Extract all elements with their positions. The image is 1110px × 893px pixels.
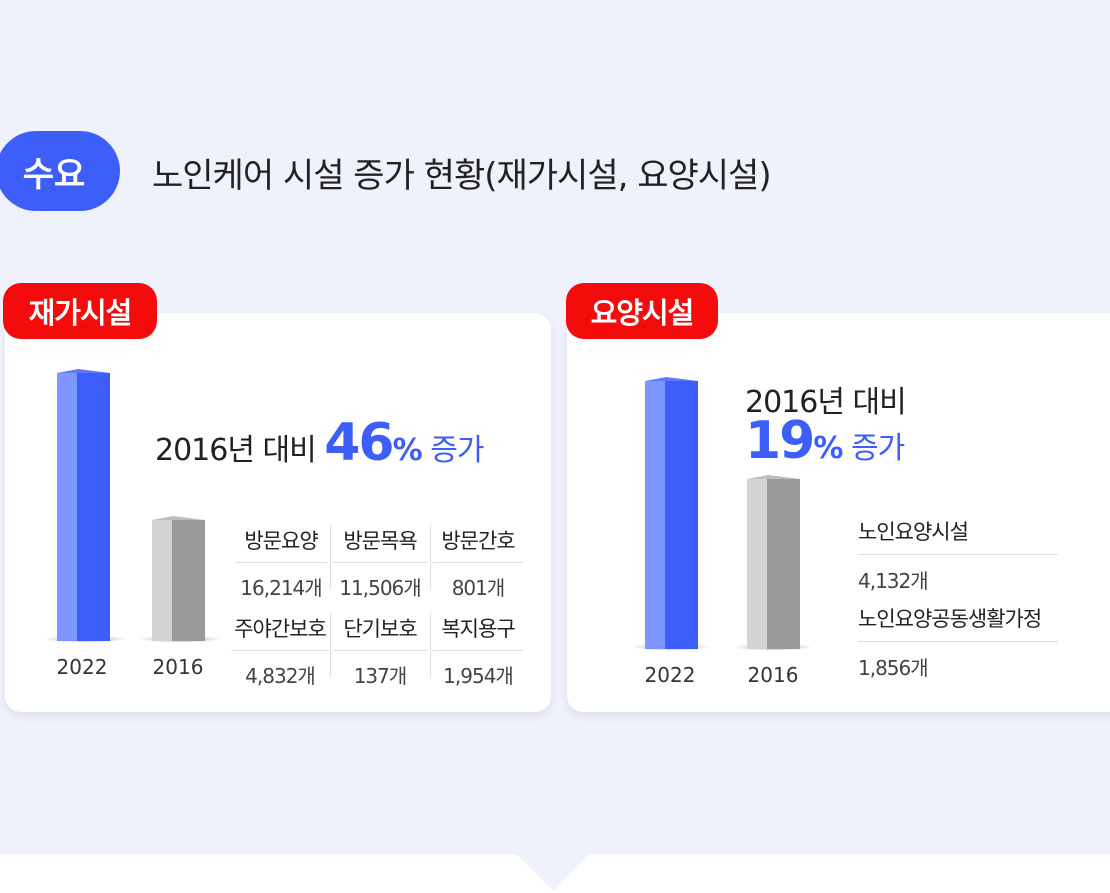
compare-prefix: 2016년 대비 <box>745 385 907 420</box>
page-title: 노인케어 시설 증가 현황(재가시설, 요양시설) <box>152 156 772 196</box>
stat-label: 방문요양 <box>235 525 327 563</box>
stat-value: 4,832개 <box>245 664 316 688</box>
compare-prefix: 2016년 대비 <box>155 433 317 468</box>
divider <box>330 525 331 589</box>
percent-value: 19 <box>745 411 815 471</box>
bar-2022 <box>57 369 110 641</box>
stat-label: 방문간호 <box>433 525 523 563</box>
increase-label: 증가 <box>430 433 484 468</box>
stat-item: 방문요양 16,214개 <box>235 525 327 601</box>
stat-item: 복지용구 1,954개 <box>433 613 523 689</box>
stat-label: 단기보호 <box>333 613 427 651</box>
percent-sign: % <box>813 431 843 466</box>
bar-2016 <box>747 475 800 649</box>
stat-item: 방문간호 801개 <box>433 525 523 601</box>
stat-item: 주야간보호 4,832개 <box>231 613 329 689</box>
percent-sign: % <box>392 433 423 468</box>
stat-value: 1,954개 <box>443 664 514 688</box>
year-label: 2016 <box>747 663 799 687</box>
stat-label: 복지용구 <box>433 613 523 651</box>
year-label: 2022 <box>644 663 696 687</box>
demand-badge: 수요 <box>0 131 120 211</box>
nursing-card: 2022 2016 2016년 대비 19% 증가 노인요양시설 4,132개 … <box>567 313 1110 712</box>
stat-value: 4,132개 <box>858 569 929 593</box>
year-label: 2022 <box>56 655 108 679</box>
stat-value: 801개 <box>451 576 506 600</box>
divider <box>430 525 431 589</box>
down-arrow-notch-icon <box>515 853 591 891</box>
stat-value: 16,214개 <box>240 576 322 600</box>
stat-item: 방문목욕 11,506개 <box>333 525 427 601</box>
bar-2022 <box>645 377 698 649</box>
divider <box>430 613 431 677</box>
stat-item: 단기보호 137개 <box>333 613 427 689</box>
increase-label: 증가 <box>850 431 905 466</box>
nursing-tag: 요양시설 <box>566 283 718 339</box>
stat-item: 노인요양공동생활가정 1,856개 <box>858 603 1058 681</box>
home-care-card: 2022 2016 2016년 대비 46% 증가 방문요양 16,214개 방… <box>5 313 551 712</box>
stat-value: 137개 <box>353 664 408 688</box>
divider <box>330 613 331 677</box>
home-care-tag: 재가시설 <box>3 283 157 339</box>
stat-label: 주야간보호 <box>231 613 329 651</box>
stat-value: 1,856개 <box>858 656 929 680</box>
stat-item: 노인요양시설 4,132개 <box>858 516 1058 594</box>
stat-label: 노인요양공동생활가정 <box>858 603 1058 642</box>
compare-line: 19% 증가 <box>745 411 905 471</box>
compare-line: 2016년 대비 46% 증가 <box>155 413 484 473</box>
stat-label: 방문목욕 <box>333 525 427 563</box>
bar-2016 <box>152 516 205 641</box>
stat-value: 11,506개 <box>339 576 421 600</box>
percent-value: 46 <box>324 413 394 473</box>
stat-label: 노인요양시설 <box>858 516 1058 555</box>
year-label: 2016 <box>152 655 204 679</box>
